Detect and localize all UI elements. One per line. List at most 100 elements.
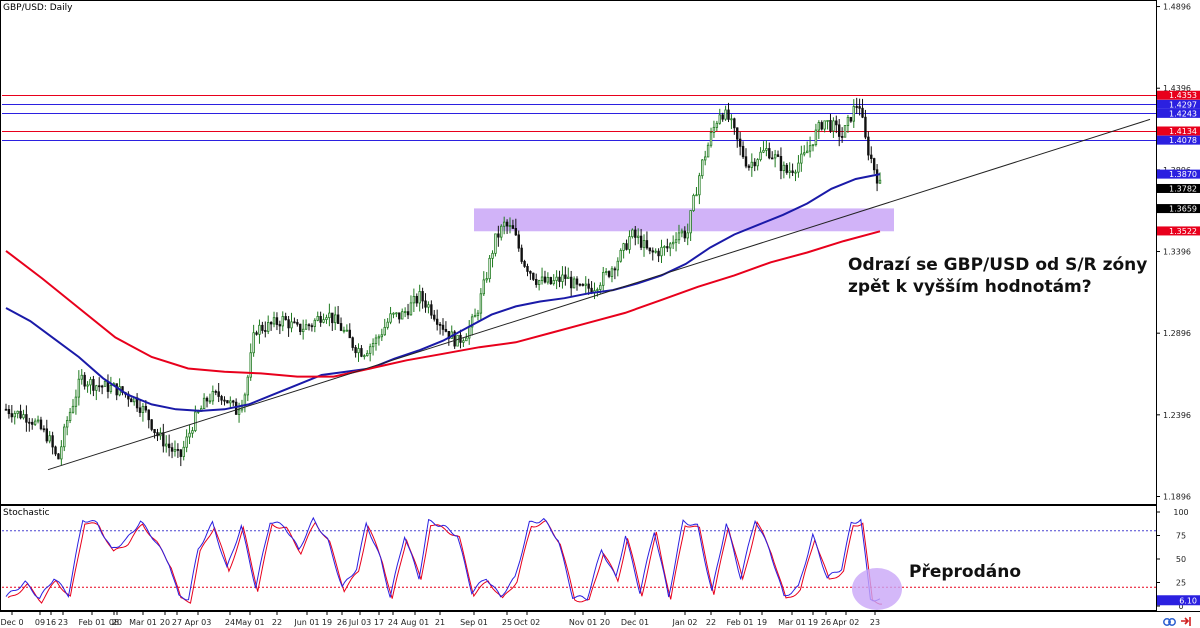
candle-body	[628, 236, 631, 250]
candle-body	[552, 280, 555, 285]
stochastic-signal-line	[7, 519, 882, 605]
candle-body	[744, 156, 748, 167]
x-tick-label: 08	[109, 618, 119, 627]
x-tick-label: Dec 0	[0, 618, 23, 627]
x-tick-label: Oct 02	[514, 618, 541, 627]
exit-icon[interactable]	[1181, 617, 1191, 626]
candle-body	[42, 428, 46, 431]
candle-body	[671, 241, 675, 245]
candle-body	[444, 328, 448, 332]
candle-body	[25, 414, 28, 423]
candle-body	[237, 409, 241, 415]
candle-body	[788, 170, 791, 173]
candle-body	[872, 158, 876, 171]
candle-body	[398, 312, 401, 320]
candle-body	[269, 322, 273, 325]
candle-body	[695, 194, 698, 197]
candle-body	[427, 304, 430, 308]
candle-body	[307, 324, 311, 327]
candle-body	[31, 421, 34, 425]
x-tick-label: Sep 01	[460, 618, 488, 627]
candle-body	[386, 321, 389, 328]
candle-body	[401, 311, 404, 320]
candle-body	[645, 240, 649, 249]
candle-body	[179, 449, 183, 457]
candle-body	[278, 324, 282, 327]
candle-body	[654, 250, 657, 253]
candle-body	[768, 148, 771, 159]
candle-body	[736, 127, 739, 140]
candle-body	[479, 293, 483, 314]
candle-body	[584, 283, 587, 286]
candle-body	[331, 312, 334, 324]
candle-body	[348, 329, 351, 339]
price-label-box	[1157, 99, 1200, 109]
candle-body	[275, 317, 279, 325]
candle-body	[727, 109, 730, 120]
candle-body	[567, 276, 570, 279]
stochastic-current-label: 6.10	[1179, 596, 1197, 605]
candle-body	[435, 318, 439, 325]
candle-body	[753, 161, 756, 167]
candle-body	[456, 334, 459, 347]
x-tick-label: Aug 01	[401, 618, 429, 627]
candle-body	[98, 385, 101, 388]
candle-body	[336, 314, 340, 324]
candle-body	[805, 150, 809, 154]
stochastic-y-tick-label: 100	[1173, 508, 1188, 517]
x-tick-label: 24	[225, 618, 235, 627]
candle-body	[651, 250, 654, 253]
candle-body	[572, 278, 576, 289]
candle-body	[701, 159, 704, 177]
candle-body	[234, 401, 238, 415]
candle-body	[706, 144, 710, 158]
candle-body	[532, 272, 535, 280]
candle-body	[622, 243, 625, 251]
candle-body	[266, 322, 270, 332]
candle-body	[616, 260, 620, 271]
candle-body	[852, 106, 855, 122]
link-icon[interactable]	[1163, 618, 1176, 626]
candle-body	[832, 120, 835, 132]
candle-body	[724, 109, 727, 120]
candle-body	[415, 295, 418, 304]
candle-body	[759, 151, 762, 161]
price-label-box	[1157, 90, 1200, 100]
candle-body	[715, 122, 719, 128]
candle-body	[363, 355, 366, 358]
stochastic-y-tick-label: 0	[1178, 602, 1183, 611]
candle-body	[211, 391, 215, 402]
candle-body	[604, 271, 608, 273]
candle-body	[249, 352, 252, 378]
y-tick-label: 1.2896	[1163, 329, 1191, 338]
candle-body	[838, 124, 841, 137]
candle-body	[660, 246, 663, 257]
candle-body	[319, 316, 322, 323]
candle-body	[648, 247, 652, 252]
candle-body	[712, 126, 716, 133]
x-tick-label: 21	[435, 618, 445, 627]
candle-body	[508, 225, 512, 227]
candle-body	[60, 446, 63, 460]
candle-body	[36, 419, 40, 422]
candle-body	[71, 405, 75, 413]
candle-body	[325, 317, 328, 321]
candle-body	[299, 323, 302, 332]
candle-body	[153, 429, 156, 434]
candle-body	[208, 400, 212, 403]
candle-body	[511, 225, 515, 229]
x-tick-label: 20	[600, 618, 610, 627]
x-tick-label: 23	[870, 618, 880, 627]
candle-body	[826, 119, 829, 122]
candle-body	[389, 313, 392, 323]
candle-body	[22, 414, 25, 419]
candle-body	[619, 250, 622, 262]
candle-body	[473, 315, 477, 318]
chart-title: GBP/USD: Daily	[3, 3, 73, 13]
candle-body	[301, 328, 305, 332]
candle-body	[517, 234, 520, 249]
price-label-text: 1.4297	[1169, 100, 1197, 109]
candle-body	[377, 336, 381, 339]
candle-body	[803, 152, 806, 155]
candle-body	[575, 278, 579, 285]
